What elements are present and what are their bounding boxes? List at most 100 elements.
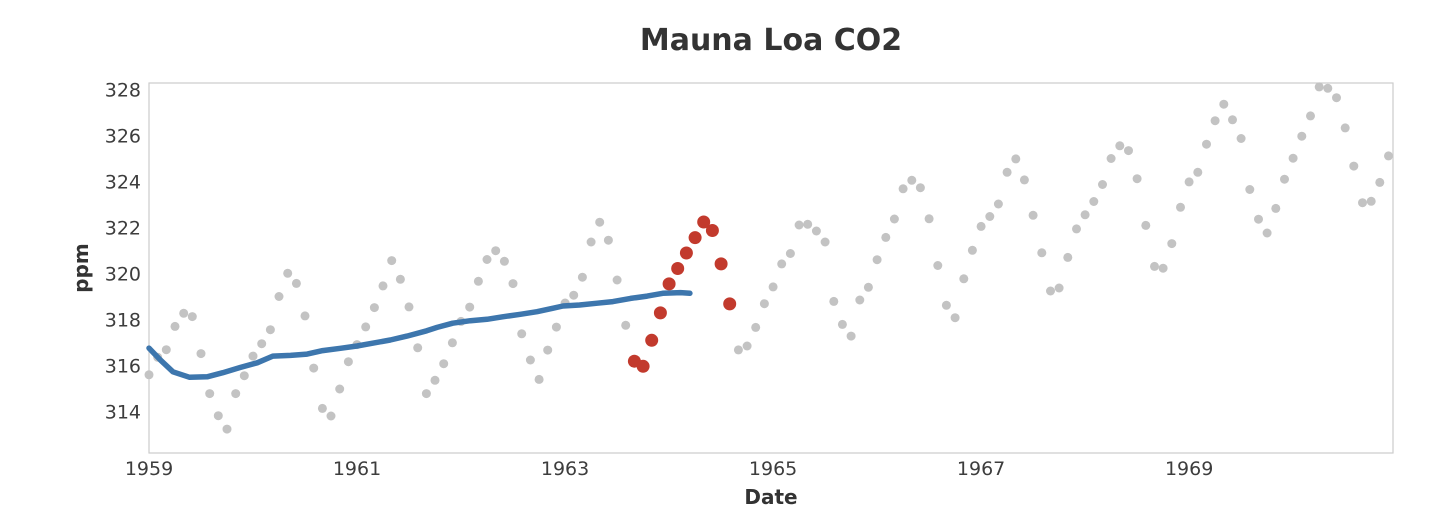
monthly-data-point <box>1176 202 1185 212</box>
monthly-data-point <box>439 359 449 369</box>
monthly-data-point <box>395 274 405 284</box>
monthly-data-point <box>144 370 154 380</box>
monthly-data-point <box>733 345 743 355</box>
highlight-data-point <box>697 215 711 229</box>
monthly-data-point <box>1254 214 1263 224</box>
monthly-data-point <box>525 355 535 365</box>
monthly-data-point <box>603 235 613 245</box>
monthly-data-point <box>950 313 960 323</box>
monthly-data-point <box>941 300 951 310</box>
monthly-data-point <box>803 219 813 229</box>
monthly-data-point <box>291 278 301 288</box>
monthly-data-point <box>239 371 249 381</box>
monthly-data-point <box>413 343 423 353</box>
monthly-data-point <box>881 232 891 242</box>
x-tick-label: 1967 <box>957 458 1005 480</box>
monthly-data-point <box>205 389 215 399</box>
monthly-data-point <box>915 183 925 193</box>
monthly-data-point <box>499 256 509 266</box>
monthly-data-point <box>551 322 561 332</box>
monthly-data-point <box>794 220 804 230</box>
x-tick-label: 1963 <box>541 458 589 480</box>
monthly-data-point <box>369 303 379 313</box>
monthly-data-point <box>612 275 622 285</box>
monthly-data-point <box>855 295 865 305</box>
monthly-data-point <box>907 175 917 185</box>
highlight-data-point <box>679 246 693 260</box>
monthly-data-point <box>170 321 180 331</box>
x-tick-label: 1969 <box>1165 458 1213 480</box>
monthly-data-point <box>959 274 969 284</box>
monthly-data-point <box>898 184 908 194</box>
monthly-data-point <box>1280 174 1289 184</box>
x-axis-label: Date <box>744 485 797 509</box>
monthly-data-point <box>1124 146 1133 156</box>
monthly-data-point <box>326 411 336 421</box>
monthly-data-point <box>482 255 492 264</box>
monthly-data-point <box>196 349 206 359</box>
monthly-data-point <box>1297 131 1307 141</box>
monthly-data-point <box>257 339 267 349</box>
monthly-data-point <box>1340 123 1350 133</box>
monthly-data-point <box>820 237 830 247</box>
monthly-data-point <box>378 281 388 291</box>
monthly-data-point <box>742 341 752 351</box>
monthly-data-point <box>543 345 553 355</box>
monthly-data-point <box>863 282 873 292</box>
monthly-data-point <box>985 212 995 221</box>
monthly-data-point <box>759 299 769 309</box>
chart-title: Mauna Loa CO2 <box>640 23 902 58</box>
monthly-data-point <box>785 249 795 258</box>
monthly-data-point <box>1184 177 1194 187</box>
monthly-data-point <box>1236 134 1246 143</box>
monthly-data-point <box>1037 248 1047 258</box>
highlight-data-point <box>723 297 737 311</box>
highlight-points-layer <box>627 215 737 373</box>
monthly-data-point <box>751 322 761 332</box>
monthly-data-point <box>569 290 579 300</box>
monthly-data-point <box>1288 153 1298 163</box>
monthly-data-point <box>283 268 293 278</box>
monthly-data-point <box>1314 82 1324 92</box>
monthly-data-point <box>595 217 605 227</box>
monthly-data-point <box>404 302 414 312</box>
monthly-data-point <box>811 226 821 236</box>
monthly-data-point <box>1141 220 1151 230</box>
monthly-data-point <box>1158 263 1168 273</box>
monthly-data-point <box>1063 252 1073 262</box>
monthly-data-point <box>1323 83 1333 93</box>
monthly-data-point <box>1072 224 1081 234</box>
monthly-data-point <box>846 331 856 341</box>
y-tick-label: 328 <box>105 79 141 101</box>
monthly-data-point <box>872 255 882 265</box>
monthly-data-point <box>343 357 353 367</box>
monthly-data-point <box>889 214 899 224</box>
monthly-data-point <box>967 245 977 255</box>
y-tick-label: 324 <box>105 171 141 193</box>
y-axis-label: ppm <box>69 243 93 292</box>
monthly-data-point <box>300 311 310 321</box>
monthly-data-point <box>1028 210 1038 220</box>
monthly-data-point <box>1046 286 1055 296</box>
monthly-data-point <box>1011 154 1021 164</box>
monthly-data-point <box>1106 154 1116 163</box>
monthly-data-point <box>1210 116 1220 126</box>
monthly-data-point <box>1358 198 1367 208</box>
monthly-data-point <box>993 199 1003 209</box>
monthly-data-point <box>1228 115 1237 125</box>
y-tick-label: 318 <box>105 310 141 332</box>
x-tick-label: 1959 <box>125 458 173 480</box>
monthly-data-point <box>231 389 241 399</box>
monthly-data-point <box>274 292 284 301</box>
monthly-data-point <box>1089 197 1099 206</box>
monthly-data-point <box>517 329 527 339</box>
monthly-data-point <box>1245 185 1255 194</box>
monthly-data-point <box>1366 196 1376 206</box>
y-tick-label: 322 <box>105 217 141 239</box>
y-tick-label: 314 <box>105 402 141 424</box>
trend-line <box>146 289 693 381</box>
monthly-data-point <box>222 424 232 434</box>
monthly-data-point <box>577 272 587 282</box>
monthly-data-point <box>387 256 397 266</box>
monthly-data-point <box>421 389 431 399</box>
